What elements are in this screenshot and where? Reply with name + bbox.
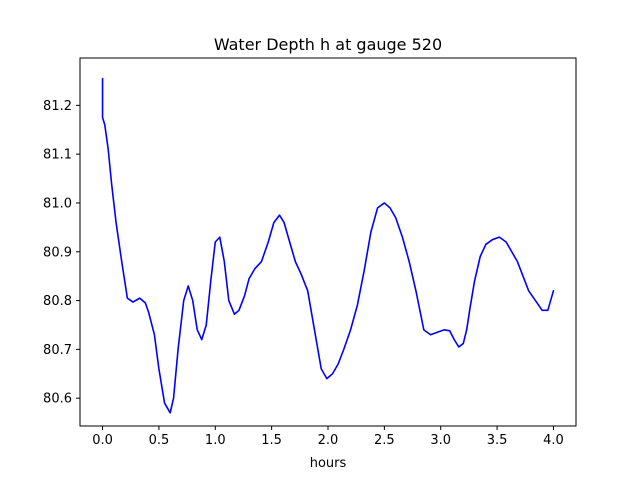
x-tick-label: 0.0 [92,433,113,448]
x-tick-label: 3.0 [430,433,451,448]
x-tick-label: 2.0 [318,433,339,448]
x-tick-label: 1.5 [261,433,282,448]
x-tick-label: 2.5 [374,433,395,448]
chart-title: Water Depth h at gauge 520 [214,35,442,54]
y-tick-label: 81.2 [43,99,72,114]
y-tick-label: 80.6 [43,392,72,407]
y-tick-label: 80.8 [43,294,72,309]
y-tick-label: 81.0 [43,196,72,211]
x-tick-label: 1.0 [205,433,226,448]
series-line-0 [101,77,555,414]
x-tick-label: 0.5 [149,433,170,448]
x-axis-label: hours [310,456,347,471]
plot-area: 0.0 0.5 1.0 1.5 2.0 2.5 3.0 3.5 4.0 80.6 80.7 80.8 8… [43,57,577,448]
x-tick-label: 4.0 [543,433,564,448]
y-tick-label: 81.1 [43,148,72,163]
x-tick-label: 3.5 [487,433,508,448]
y-tick-label: 80.7 [43,343,72,358]
y-tick-label: 80.9 [43,245,72,260]
